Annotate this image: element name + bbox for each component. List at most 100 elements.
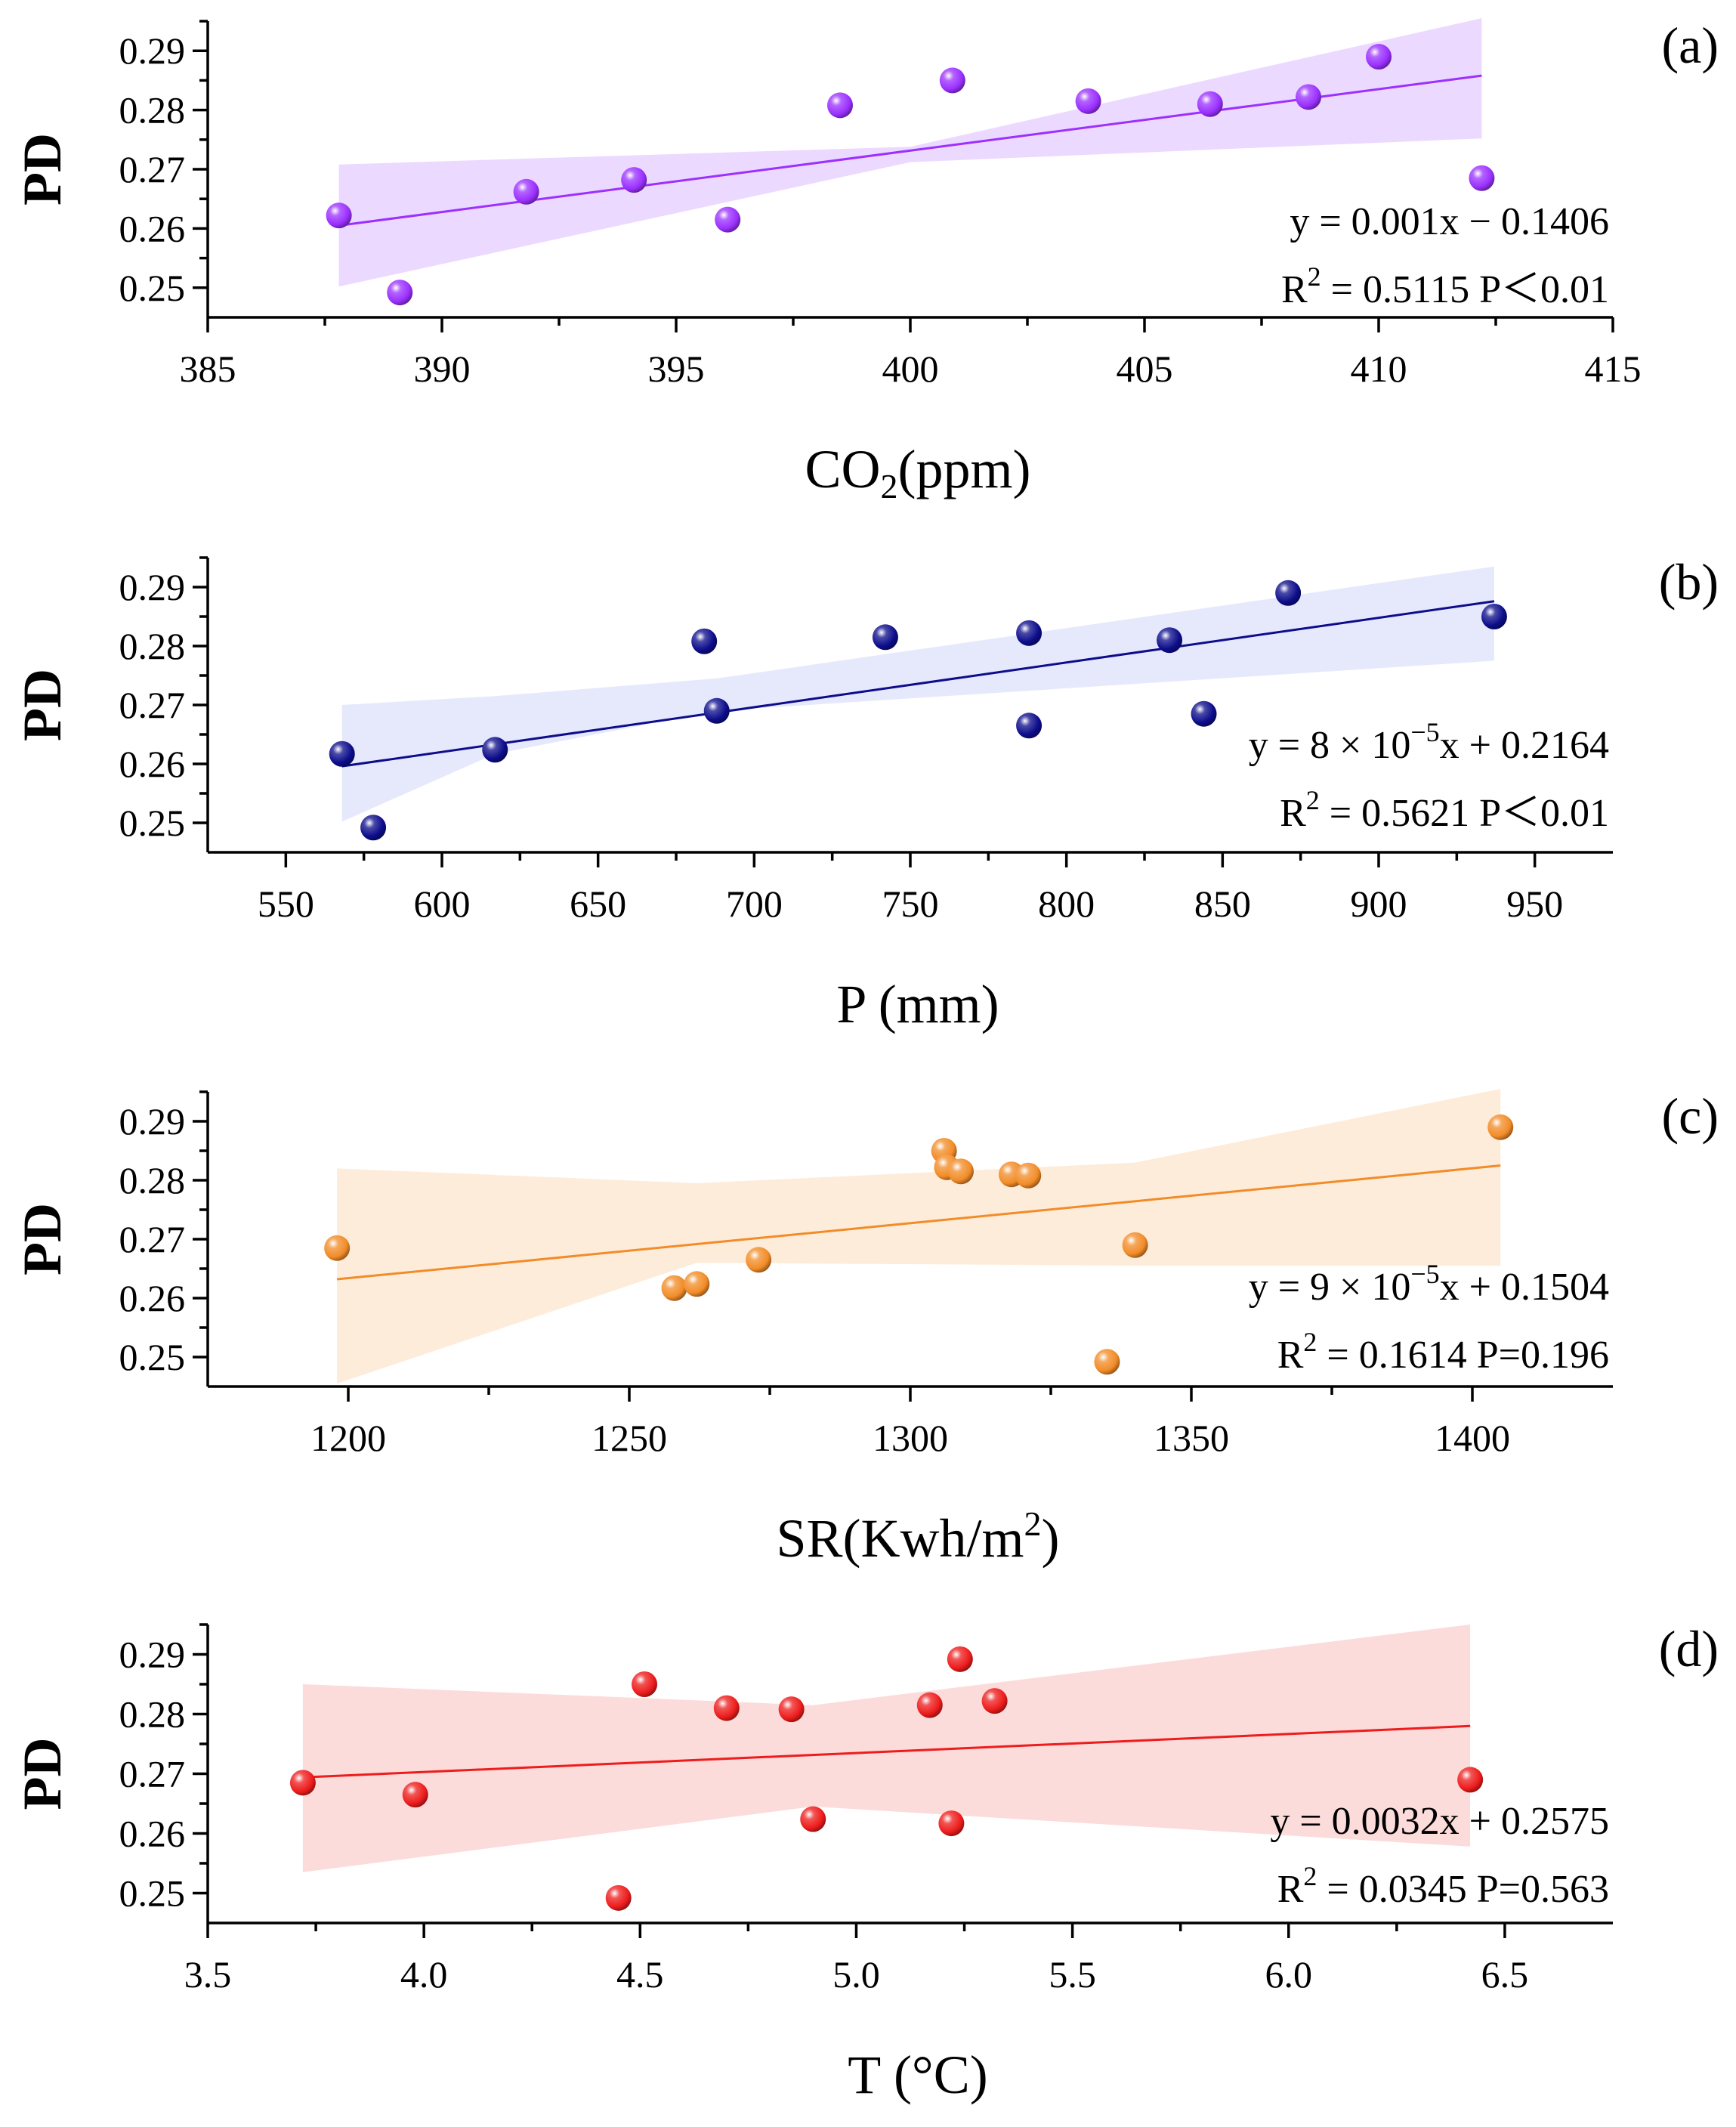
- x-tick-label: 5.0: [832, 1953, 880, 1996]
- y-tick-label: 0.29: [119, 566, 186, 608]
- data-point: [482, 737, 508, 763]
- r-squared-label: R: [1277, 1334, 1304, 1377]
- data-point: [1016, 620, 1043, 646]
- data-point: [1366, 44, 1392, 70]
- data-point: [605, 1884, 632, 1911]
- y-tick-label: 0.27: [119, 1218, 186, 1260]
- x-tick-label: 1250: [592, 1417, 667, 1459]
- regression-equation: y = 8 × 10−5x + 0.2164: [1249, 717, 1609, 767]
- data-point: [703, 697, 730, 724]
- y-tick-label: 0.26: [119, 743, 186, 785]
- chart-panel-4: 3.5 4.0 4.5 5.0 5.5 6.0 6.5 0.25 0.26 0.27 0.28 0.2…: [12, 1620, 1719, 2105]
- y-tick-label: 0.25: [119, 802, 186, 844]
- confidence-band: [337, 1089, 1501, 1384]
- regression-equation: y = 9 × 10−5x + 0.1504: [1249, 1259, 1609, 1309]
- x-tick-label: 395: [648, 348, 705, 390]
- r-squared-annotation: R2 = 0.1614 P=0.196: [1277, 1327, 1609, 1377]
- data-point: [1075, 88, 1101, 114]
- x-tick-label: 410: [1351, 348, 1407, 390]
- x-tick-label: 800: [1038, 883, 1095, 925]
- y-tick-label: 0.28: [119, 625, 186, 667]
- r-squared-value: = 0.0345 P=0.563: [1317, 1868, 1609, 1911]
- data-point: [402, 1782, 428, 1808]
- r-squared-superscript: 2: [1303, 1861, 1317, 1891]
- x-axis-label-tail: (ppm): [898, 439, 1031, 499]
- data-point: [360, 815, 387, 841]
- panel-label: (a): [1662, 17, 1719, 74]
- data-point: [1157, 627, 1183, 654]
- r-squared-value: = 0.5115 P＜0.01: [1321, 268, 1609, 311]
- data-point: [1296, 84, 1321, 110]
- y-axis-label: PD: [12, 669, 73, 741]
- data-point: [661, 1275, 687, 1301]
- r-squared-value: = 0.1614 P=0.196: [1317, 1334, 1609, 1377]
- r-squared-annotation: R2 = 0.0345 P=0.563: [1277, 1861, 1609, 1911]
- x-tick-label: 750: [882, 883, 939, 925]
- r-squared-value: = 0.5621 P＜0.01: [1320, 792, 1609, 835]
- data-point: [715, 206, 741, 233]
- y-axis-label: PD: [12, 1203, 73, 1275]
- equation-exponent: −5: [1410, 1259, 1439, 1289]
- x-axis-label-main: SR(Kwh/m: [776, 1508, 1024, 1569]
- equation-tail: x + 0.2164: [1440, 724, 1609, 767]
- x-tick-label: 850: [1194, 883, 1251, 925]
- r-squared-annotation: R2 = 0.5621 P＜0.01: [1280, 785, 1609, 835]
- y-tick-label: 0.27: [119, 148, 186, 190]
- data-point: [1122, 1232, 1148, 1258]
- x-tick-label: 600: [414, 883, 471, 925]
- data-point: [1015, 1162, 1042, 1189]
- x-tick-label: 900: [1351, 883, 1407, 925]
- r-squared-superscript: 2: [1303, 1327, 1317, 1357]
- equation-base: y = 9 × 10: [1249, 1266, 1411, 1309]
- x-tick-label: 950: [1506, 883, 1563, 925]
- r-squared-label: R: [1277, 1868, 1304, 1911]
- data-point: [329, 740, 355, 767]
- data-point: [684, 1271, 710, 1297]
- x-tick-label: 6.5: [1481, 1953, 1529, 1996]
- data-point: [621, 167, 647, 193]
- y-tick-label: 0.26: [119, 1813, 186, 1855]
- x-axis-label-main: CO: [805, 439, 881, 499]
- data-point: [947, 1158, 974, 1185]
- x-tick-label: 700: [726, 883, 783, 925]
- x-axis-label-subscript: 2: [881, 467, 898, 505]
- chart-panel-2: 550 600 650 700 750 800 850 900 950 0.25 0.26 0.27 0…: [12, 553, 1719, 1034]
- x-tick-label: 390: [414, 348, 471, 390]
- y-tick-label: 0.25: [119, 1336, 186, 1378]
- y-tick-label: 0.27: [119, 1753, 186, 1795]
- y-tick-label: 0.29: [119, 29, 186, 72]
- regression-line: [341, 600, 1495, 768]
- x-tick-label: 1350: [1154, 1417, 1229, 1459]
- chart-panel-1: 385 390 395 400 405 410 415 0.25 0.26 0.27 0.28 0.2…: [12, 17, 1719, 505]
- x-tick-label: 4.0: [400, 1953, 448, 1996]
- data-point: [513, 178, 539, 205]
- data-point: [778, 1696, 805, 1723]
- x-tick-label: 415: [1585, 348, 1642, 390]
- x-tick-label: 1200: [310, 1417, 386, 1459]
- y-tick-label: 0.25: [119, 267, 186, 309]
- regression-line: [302, 1724, 1471, 1779]
- x-axis-label: SR(Kwh/m2): [776, 1504, 1059, 1569]
- x-tick-label: 3.5: [184, 1953, 232, 1996]
- equation-base: y = 8 × 10: [1249, 724, 1411, 767]
- y-tick-label: 0.28: [119, 1159, 186, 1201]
- data-point: [1191, 700, 1217, 727]
- y-tick-label: 0.28: [119, 89, 186, 131]
- x-tick-label: 405: [1117, 348, 1173, 390]
- regression-equation: y = 0.001x − 0.1406: [1290, 200, 1609, 243]
- x-tick-label: 5.5: [1049, 1953, 1096, 1996]
- x-axis-label-main: T (°C): [848, 2045, 987, 2105]
- x-axis-label-superscript: 2: [1024, 1504, 1042, 1543]
- confidence-band: [338, 18, 1482, 287]
- y-tick-label: 0.25: [119, 1872, 186, 1915]
- data-point: [1469, 165, 1495, 191]
- x-tick-label: 385: [180, 348, 236, 390]
- y-axis-label: PD: [12, 133, 73, 206]
- data-point: [1275, 580, 1302, 606]
- data-point: [326, 202, 352, 229]
- r-squared-label: R: [1281, 268, 1308, 311]
- x-tick-label: 400: [882, 348, 939, 390]
- chart-panel-3: 1200 1250 1300 1350 1400 0.25 0.26 0.27 0.28 0.29…: [12, 1087, 1719, 1569]
- r-squared-label: R: [1280, 792, 1306, 835]
